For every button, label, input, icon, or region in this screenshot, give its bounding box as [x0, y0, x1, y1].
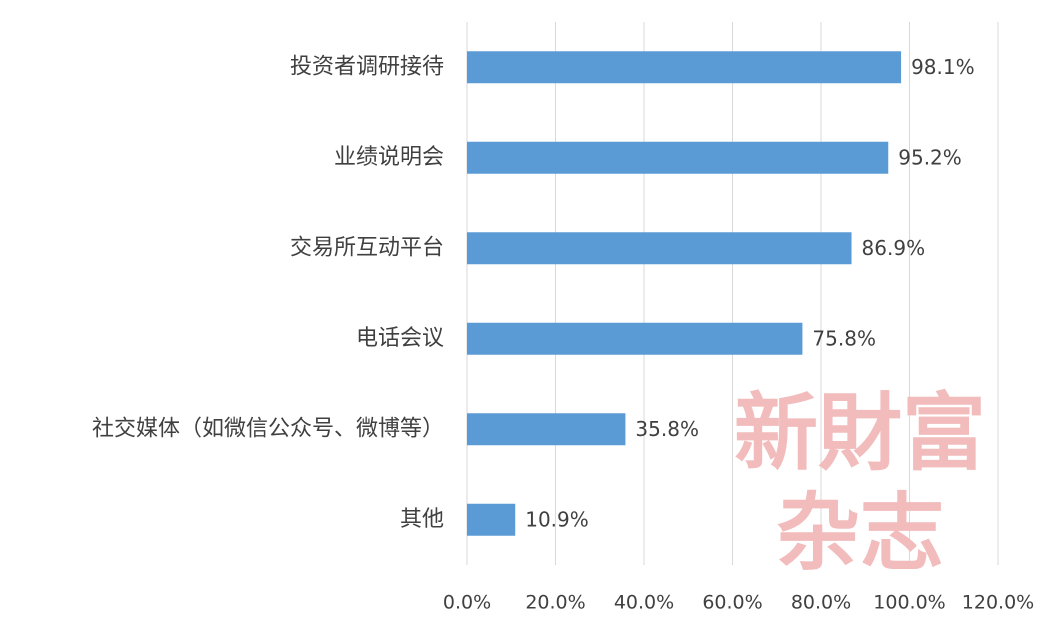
bar: [467, 413, 626, 446]
value-label: 86.9%: [862, 236, 926, 260]
bar: [467, 503, 516, 536]
value-label: 75.8%: [812, 326, 876, 350]
x-tick-label: 120.0%: [962, 592, 1034, 614]
bar: [467, 322, 803, 355]
bar: [467, 232, 852, 265]
value-label: 10.9%: [525, 507, 589, 531]
value-label: 98.1%: [911, 55, 975, 79]
watermark: 新財富: [734, 383, 986, 482]
bar: [467, 141, 889, 174]
x-tick-label: 60.0%: [702, 592, 762, 614]
x-tick-label: 20.0%: [525, 592, 585, 614]
category-label: 投资者调研接待: [290, 54, 444, 79]
x-tick-label: 80.0%: [791, 592, 851, 614]
x-tick-label: 0.0%: [443, 592, 491, 614]
x-tick-label: 40.0%: [614, 592, 674, 614]
category-label: 业绩说明会: [334, 145, 444, 170]
value-label: 95.2%: [898, 145, 962, 169]
category-label: 社交媒体（如微信公众号、微博等）: [92, 416, 444, 441]
watermark: 杂志: [776, 483, 944, 582]
x-tick-label: 100.0%: [873, 592, 945, 614]
category-label: 电话会议: [356, 326, 444, 351]
category-label: 其他: [400, 507, 444, 532]
category-label: 交易所互动平台: [290, 235, 444, 260]
bar: [467, 51, 902, 84]
value-label: 35.8%: [635, 417, 699, 441]
